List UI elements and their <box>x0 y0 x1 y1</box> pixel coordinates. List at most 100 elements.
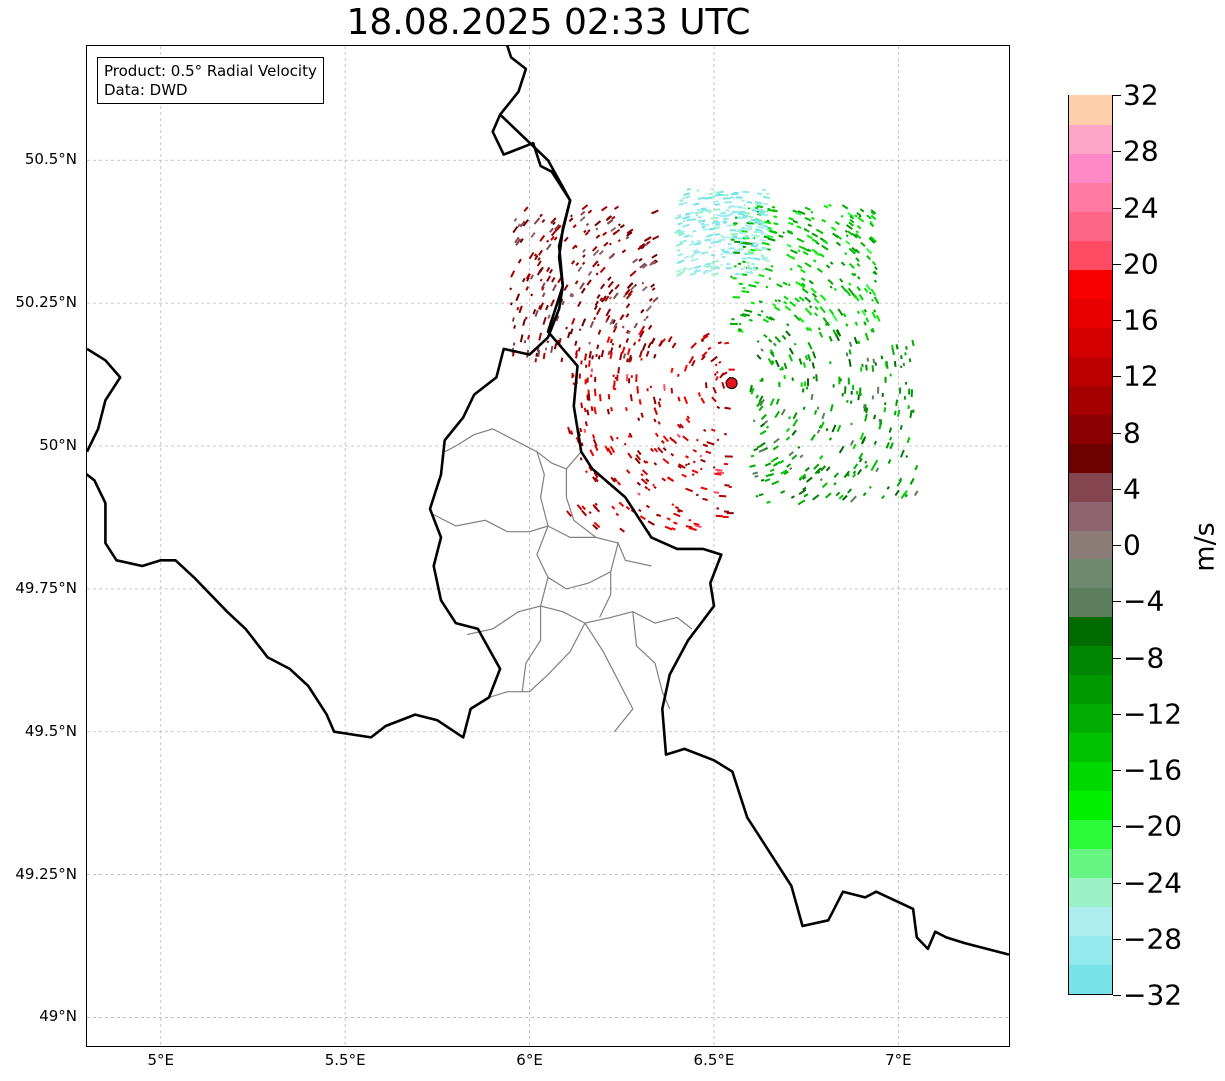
echo-pixel <box>645 478 650 483</box>
echo-pixel <box>806 229 810 233</box>
colorbar-tick-mark <box>1113 432 1121 434</box>
echo-pixel <box>848 282 852 286</box>
echo-pixel <box>908 358 912 363</box>
echo-pixel <box>870 235 878 243</box>
echo-pixel <box>630 375 633 378</box>
echo-pixel <box>774 336 782 343</box>
echo-pixel <box>812 376 815 379</box>
echo-pixel <box>526 277 530 282</box>
regional-boundary-line <box>565 468 597 538</box>
echo-pixel <box>659 340 664 347</box>
echo-pixel <box>863 287 869 293</box>
echo-pixel <box>758 273 765 278</box>
lat-tick-label: 50.5°N <box>24 150 77 169</box>
echo-pixel <box>733 223 737 226</box>
echo-pixel <box>538 332 543 341</box>
echo-pixel <box>825 264 831 269</box>
echo-pixel <box>583 428 587 434</box>
echo-pixel <box>795 281 800 286</box>
echo-pixel <box>848 341 853 347</box>
echo-pixel <box>649 447 655 453</box>
echo-pixel <box>754 247 763 252</box>
echo-pixel <box>767 358 774 366</box>
echo-pixel <box>759 429 767 436</box>
echo-pixel <box>749 464 756 468</box>
echo-pixel <box>609 435 614 442</box>
echo-pixel <box>847 211 854 218</box>
echo-pixel <box>738 228 743 232</box>
echo-pixel <box>638 329 643 336</box>
echo-pixel <box>705 262 711 266</box>
map-panel[interactable] <box>86 45 1010 1047</box>
echo-pixel <box>744 252 752 256</box>
echo-pixel <box>725 209 730 212</box>
echo-pixel <box>581 505 587 511</box>
echo-pixel <box>839 378 842 382</box>
echo-pixel <box>756 225 765 230</box>
echo-pixel <box>741 257 747 260</box>
echo-pixel <box>580 210 586 216</box>
echo-pixel <box>721 193 729 197</box>
echo-pixel <box>708 246 712 249</box>
echo-pixel <box>887 459 892 464</box>
echo-pixel <box>618 501 625 507</box>
colorbar-tick-label: −24 <box>1123 866 1183 899</box>
echo-pixel <box>746 256 754 260</box>
echo-pixel <box>700 222 705 226</box>
echo-pixel <box>873 414 877 420</box>
echo-pixel <box>626 231 633 237</box>
echo-pixel <box>517 223 522 228</box>
colorbar-tick-mark <box>1113 207 1121 209</box>
echo-pixel <box>765 234 774 239</box>
echo-pixel <box>589 320 595 328</box>
echo-pixel <box>783 375 786 380</box>
echo-pixel <box>865 283 871 291</box>
echo-pixel <box>875 467 880 473</box>
echo-pixel <box>577 266 583 272</box>
echo-pixel <box>576 504 583 511</box>
echo-pixel <box>788 221 794 226</box>
echo-pixel <box>728 247 735 250</box>
echo-pixel <box>741 290 750 294</box>
echo-pixel <box>575 262 580 267</box>
lon-tick-label: 5.5°E <box>324 1051 366 1069</box>
echo-pixel <box>639 262 647 269</box>
regional-boundary-line <box>536 451 619 544</box>
echo-pixel <box>802 486 807 491</box>
echo-pixel <box>601 295 607 303</box>
echo-pixel <box>521 277 526 283</box>
echo-pixel <box>759 398 765 407</box>
echo-pixel <box>679 199 684 203</box>
echo-pixel <box>714 363 718 367</box>
colorbar-unit-label: m/s <box>1189 522 1221 572</box>
echo-pixel <box>547 314 551 319</box>
echo-pixel <box>560 357 564 363</box>
echo-pixel <box>537 350 541 357</box>
echo-pixel <box>848 221 855 227</box>
colorbar-tick-mark <box>1113 95 1121 96</box>
echo-pixel <box>645 350 650 357</box>
echo-pixel <box>873 296 880 305</box>
echo-pixel <box>720 234 724 238</box>
echo-pixel <box>755 203 762 207</box>
echo-pixel <box>800 382 803 387</box>
echo-pixel <box>583 229 587 234</box>
echo-pixel <box>574 340 578 346</box>
echo-pixel <box>881 494 886 500</box>
echo-pixel <box>893 361 897 368</box>
echo-pixel <box>587 209 593 214</box>
echo-pixel <box>761 246 768 251</box>
colorbar-tick-mark <box>1113 826 1121 828</box>
map-canvas[interactable] <box>87 46 1009 1046</box>
colorbar-segment <box>1069 182 1112 212</box>
echo-pixel <box>811 248 818 254</box>
echo-pixel <box>824 322 829 327</box>
echo-pixel <box>579 427 583 433</box>
echo-pixel <box>816 267 823 273</box>
echo-pixel <box>638 350 643 358</box>
echo-pixel <box>799 473 807 480</box>
echo-pixel <box>690 253 695 257</box>
regional-boundary-line <box>599 571 612 618</box>
echo-pixel <box>819 306 826 314</box>
echo-pixel <box>571 294 575 298</box>
